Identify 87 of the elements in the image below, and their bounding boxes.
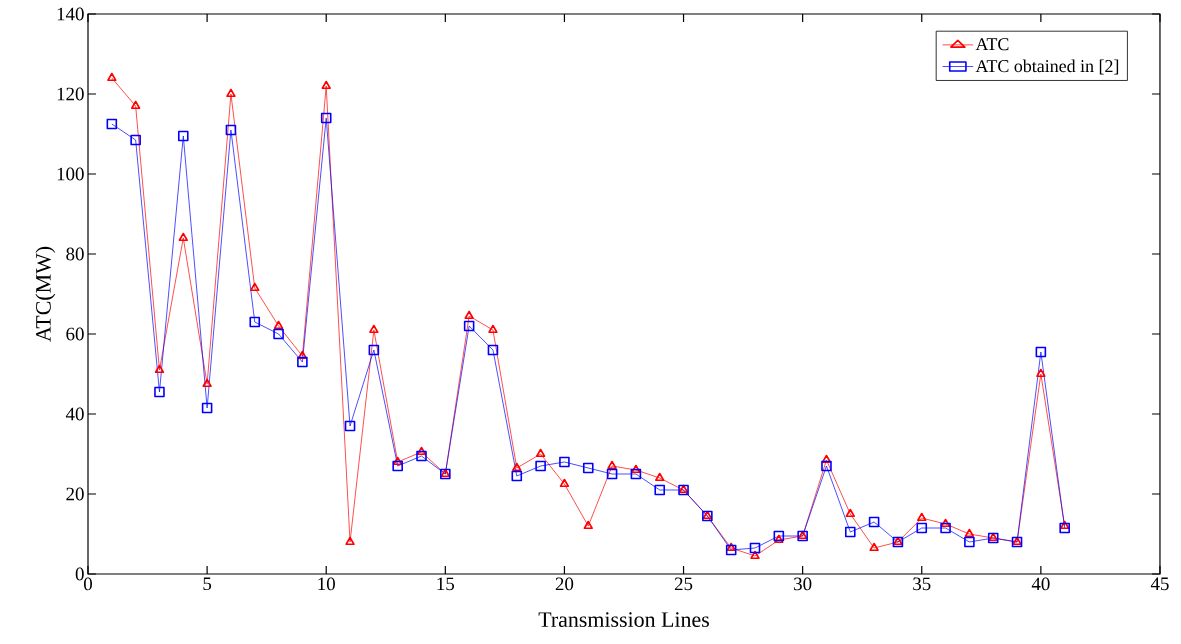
y-tick-label: 60 — [66, 327, 84, 341]
point — [844, 526, 856, 538]
point — [488, 324, 498, 334]
y-tick-label: 140 — [57, 7, 84, 21]
point — [320, 112, 332, 124]
x-tick-label: 40 — [1031, 577, 1050, 591]
x-tick-label: 20 — [555, 577, 574, 591]
point — [940, 518, 951, 528]
y-tick-label: 0 — [75, 567, 84, 581]
point — [631, 464, 641, 474]
point — [774, 534, 784, 544]
point — [297, 356, 308, 368]
point — [201, 402, 213, 414]
y-tick-label: 20 — [66, 487, 84, 501]
point — [106, 118, 118, 130]
point — [416, 450, 427, 462]
point — [416, 446, 427, 456]
point — [868, 516, 880, 528]
point — [369, 324, 379, 334]
point — [250, 282, 260, 292]
point — [130, 100, 141, 110]
x-tick-label: 45 — [1150, 577, 1169, 591]
point — [273, 320, 284, 330]
point — [249, 316, 261, 328]
point — [463, 320, 475, 332]
point — [225, 124, 237, 136]
point — [487, 344, 499, 356]
point — [607, 460, 617, 470]
point — [821, 454, 832, 464]
point — [630, 468, 642, 480]
point — [177, 130, 189, 142]
y-axis-title: ATC(MW) — [35, 246, 56, 342]
point — [154, 386, 165, 398]
point — [916, 522, 928, 534]
point — [559, 478, 570, 488]
point — [368, 344, 380, 356]
point — [130, 134, 141, 146]
point — [582, 462, 594, 474]
point — [726, 542, 736, 552]
point — [1036, 368, 1046, 378]
point — [535, 460, 546, 472]
point — [273, 328, 284, 340]
point — [1059, 522, 1070, 534]
point — [749, 542, 761, 554]
x-tick-label: 10 — [318, 577, 335, 591]
y-tick-label: 40 — [65, 407, 84, 421]
point — [583, 520, 593, 530]
point — [345, 536, 355, 546]
x-tick-label: 25 — [674, 577, 693, 591]
legend-label: ATC — [975, 38, 1009, 51]
y-tick-label: 120 — [57, 87, 84, 101]
point — [226, 88, 236, 98]
point — [655, 472, 665, 482]
point — [964, 528, 975, 538]
point — [917, 512, 927, 522]
point — [964, 536, 975, 548]
point — [464, 310, 474, 320]
point — [1035, 346, 1047, 358]
point — [178, 232, 188, 242]
point — [392, 460, 403, 472]
point — [606, 468, 618, 480]
point — [107, 72, 117, 82]
point — [773, 530, 785, 542]
x-tick-label: 30 — [794, 577, 812, 591]
point — [511, 470, 523, 482]
point — [725, 544, 737, 556]
x-axis-title: Transmission Lines — [538, 612, 709, 627]
x-tick-label: 35 — [913, 577, 931, 591]
point — [321, 80, 331, 90]
x-tick-label: 15 — [437, 577, 455, 591]
y-tick-label: 100 — [57, 167, 84, 181]
legend-label: ATC obtained in [2] — [975, 59, 1119, 75]
point — [297, 350, 308, 360]
point — [821, 460, 832, 472]
point — [750, 550, 760, 560]
x-tick-label: 5 — [203, 577, 212, 591]
y-tick-label: 80 — [66, 247, 84, 261]
point — [535, 448, 546, 458]
point — [512, 462, 522, 472]
point — [845, 508, 855, 518]
point — [154, 364, 165, 374]
point — [869, 542, 879, 552]
point — [654, 484, 666, 496]
point — [940, 522, 951, 534]
point — [202, 378, 212, 388]
point — [559, 456, 570, 468]
point — [344, 420, 356, 432]
